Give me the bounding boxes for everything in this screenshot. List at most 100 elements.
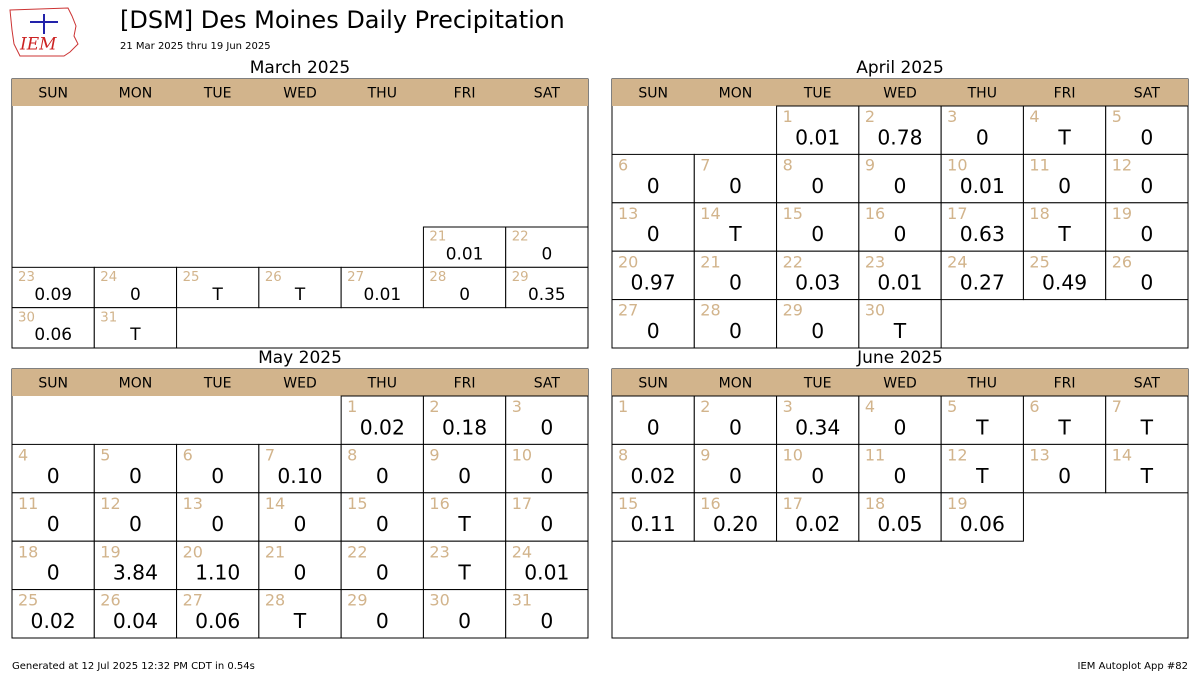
day-cell <box>258 540 342 591</box>
weekday-label: FRI <box>454 86 476 102</box>
day-number: 13 <box>618 204 638 223</box>
day-cell <box>940 105 1024 155</box>
day-value: 0.97 <box>631 271 676 295</box>
day-value: T <box>293 609 307 633</box>
day-value: 0.27 <box>960 271 1005 295</box>
day-cell <box>176 266 260 309</box>
day-cell <box>611 492 695 542</box>
day-value: 0 <box>647 222 660 246</box>
day-number: 19 <box>947 494 967 513</box>
day-number: 16 <box>700 494 720 513</box>
day-value: 0 <box>376 609 389 633</box>
day-number: 9 <box>865 156 875 175</box>
day-value: T <box>1140 464 1154 488</box>
day-number: 10 <box>947 156 967 175</box>
day-value: 0 <box>376 561 389 585</box>
month-title: April 2025 <box>856 58 944 78</box>
day-number: 8 <box>347 446 357 465</box>
day-value: 0.06 <box>960 512 1005 536</box>
day-value: 0 <box>976 125 989 149</box>
day-cell <box>858 299 942 349</box>
month-title: June 2025 <box>856 348 943 368</box>
day-number: 18 <box>18 542 38 561</box>
day-cell <box>258 492 342 542</box>
day-number: 18 <box>1029 204 1049 223</box>
day-number: 22 <box>783 252 803 271</box>
day-number: 1 <box>783 107 793 126</box>
day-value: 0 <box>540 464 553 488</box>
day-value: 0.01 <box>795 125 840 149</box>
day-value: 0.01 <box>363 284 401 304</box>
day-number: 17 <box>783 494 803 513</box>
day-number: 13 <box>1029 446 1049 465</box>
day-value: 0 <box>1140 271 1153 295</box>
day-number: 13 <box>183 494 203 513</box>
day-value: 0.09 <box>34 284 72 304</box>
day-number: 1 <box>618 397 628 416</box>
day-value: 0 <box>294 512 307 536</box>
weekday-header <box>12 79 588 106</box>
day-number: 31 <box>100 310 117 325</box>
day-cell <box>340 395 424 445</box>
day-number: 29 <box>783 301 803 320</box>
day-number: 17 <box>947 204 967 223</box>
day-number: 2 <box>700 397 710 416</box>
weekday-label: SUN <box>38 376 68 392</box>
day-number: 3 <box>783 397 793 416</box>
weekday-label: WED <box>883 376 916 392</box>
day-cell <box>940 492 1024 542</box>
day-value: 0 <box>729 174 742 198</box>
day-cell <box>11 589 95 639</box>
day-cell <box>858 153 942 204</box>
day-cell <box>176 443 260 494</box>
day-number: 6 <box>1029 397 1039 416</box>
day-value: 0.05 <box>877 512 922 536</box>
day-value: T <box>975 464 989 488</box>
day-number: 29 <box>347 591 367 610</box>
day-value: 1.10 <box>195 561 240 585</box>
day-number: 25 <box>18 591 38 610</box>
month-title: May 2025 <box>258 348 342 368</box>
day-cell <box>1105 250 1189 301</box>
day-value: 0 <box>647 415 660 439</box>
day-value: 0 <box>129 512 142 536</box>
day-cell <box>1105 202 1189 252</box>
month-title: March 2025 <box>250 58 351 78</box>
day-cell <box>340 266 424 309</box>
weekday-header <box>12 369 588 396</box>
weekday-label: TUE <box>203 86 232 102</box>
day-value: T <box>728 222 742 246</box>
day-number: 27 <box>618 301 638 320</box>
day-number: 14 <box>700 204 720 223</box>
day-value: T <box>1057 222 1071 246</box>
day-cell <box>1105 153 1189 204</box>
day-value: 0 <box>376 512 389 536</box>
day-cell <box>940 250 1024 301</box>
day-number: 14 <box>1112 446 1132 465</box>
day-number: 2 <box>429 397 439 416</box>
day-value: 0.02 <box>360 415 405 439</box>
day-value: T <box>1140 415 1154 439</box>
day-cell <box>258 443 342 494</box>
weekday-label: MON <box>719 86 753 102</box>
day-number: 29 <box>512 270 529 285</box>
day-number: 22 <box>512 230 529 245</box>
day-value: 0.63 <box>960 222 1005 246</box>
day-value: T <box>1057 415 1071 439</box>
weekday-label: SAT <box>1134 376 1161 392</box>
day-value: 0 <box>811 319 824 343</box>
day-cell <box>776 153 860 204</box>
day-cell <box>1022 250 1107 301</box>
footer-left: Generated at 12 Jul 2025 12:32 PM CDT in… <box>12 661 255 672</box>
day-value: 0.78 <box>877 125 922 149</box>
day-number: 12 <box>100 494 120 513</box>
day-cell <box>505 443 589 494</box>
weekday-label: SAT <box>534 86 561 102</box>
day-value: 0 <box>894 222 907 246</box>
day-number: 12 <box>1112 156 1132 175</box>
day-cell <box>776 250 860 301</box>
day-value: T <box>457 512 471 536</box>
day-number: 10 <box>512 446 532 465</box>
day-number: 11 <box>865 446 885 465</box>
day-number: 26 <box>265 270 282 285</box>
